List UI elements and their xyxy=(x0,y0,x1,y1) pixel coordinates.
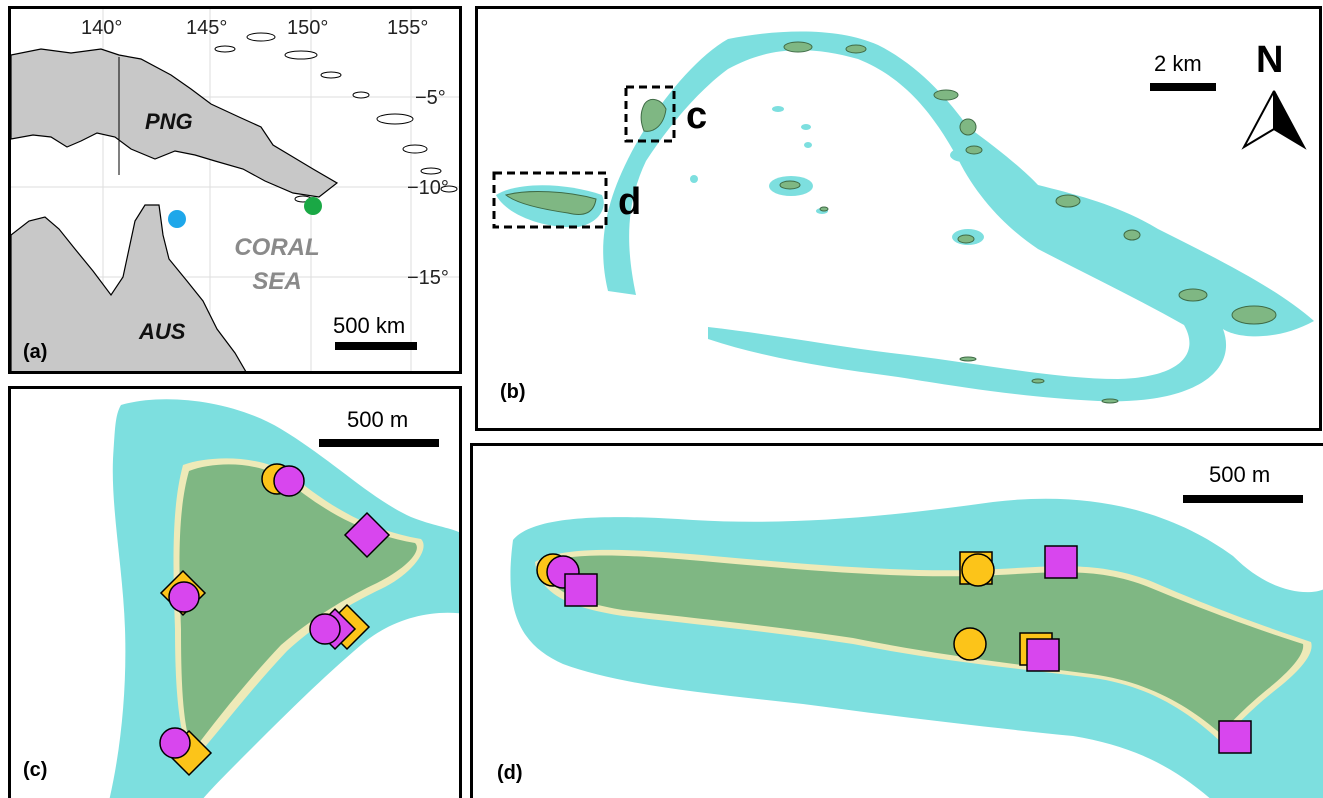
north-label: N xyxy=(1256,39,1284,81)
island-c-svg xyxy=(109,399,459,798)
panel-a-regional-map: 140° 145° 150° 155° −5° −10° −15° PNG AU… xyxy=(8,6,462,374)
atoll-map-svg xyxy=(492,31,1314,404)
site-marker-green xyxy=(304,197,322,215)
scale-label-c: 500 m xyxy=(347,407,409,432)
label-aus: AUS xyxy=(139,319,186,344)
marker-magenta-square xyxy=(1026,638,1060,672)
island-d-svg xyxy=(510,495,1323,798)
panel-label-d: (d) xyxy=(497,762,523,784)
marker-magenta-diamond xyxy=(343,511,391,559)
marker-magenta-circle xyxy=(273,465,305,497)
lon-tick-150: 150° xyxy=(287,17,329,39)
markers-c xyxy=(159,463,391,777)
site-marker-blue xyxy=(168,210,186,228)
island-d xyxy=(543,555,1304,734)
coral-sea-line1: CORAL xyxy=(234,234,320,261)
scale-label-a: 500 km xyxy=(333,313,406,338)
panel-label-c: (c) xyxy=(23,759,48,781)
scale-label-b: 2 km xyxy=(1154,51,1202,76)
marker-yellow-circle xyxy=(953,627,987,661)
regional-map-svg xyxy=(11,9,459,371)
panel-label-a: (a) xyxy=(23,341,48,363)
markers-d xyxy=(536,545,1252,754)
label-coral-sea: CORAL SEA xyxy=(217,231,337,299)
marker-magenta-square xyxy=(1044,545,1078,579)
scale-label-d: 500 m xyxy=(1209,462,1271,487)
island-d-small xyxy=(504,191,597,215)
lat-tick-15: −15° xyxy=(407,267,449,289)
panel-b-atoll-map: c d 2 km N (b) xyxy=(475,6,1322,431)
box-c-outline xyxy=(624,85,676,143)
island-c-small xyxy=(640,99,667,132)
lon-tick-145: 145° xyxy=(186,17,228,39)
marker-yellow-circle xyxy=(961,553,995,587)
marker-magenta-circle xyxy=(159,727,191,759)
panel-d-island-detail: 500 m (d) xyxy=(470,443,1323,798)
islands-group xyxy=(214,32,458,203)
australia-landmass xyxy=(11,204,247,371)
island-shapes xyxy=(504,41,1277,404)
lat-tick-5: −5° xyxy=(415,87,446,109)
box-label-c: c xyxy=(686,95,708,137)
label-png: PNG xyxy=(145,109,193,134)
marker-magenta-circle xyxy=(168,581,200,613)
marker-magenta-square xyxy=(1218,720,1252,754)
marker-magenta-circle xyxy=(309,613,341,645)
panel-label-b: (b) xyxy=(500,381,526,403)
lon-tick-155: 155° xyxy=(387,17,429,39)
marker-magenta-square xyxy=(564,573,598,607)
lon-tick-140: 140° xyxy=(81,17,123,39)
box-d-outline xyxy=(492,171,608,229)
lat-tick-10: −10° xyxy=(407,177,449,199)
coral-sea-line2: SEA xyxy=(252,268,302,295)
north-arrow-icon xyxy=(1241,90,1307,150)
box-label-d: d xyxy=(618,181,642,223)
panel-c-island-detail: 500 m (c) xyxy=(8,386,462,798)
new-guinea-landmass xyxy=(11,48,339,198)
